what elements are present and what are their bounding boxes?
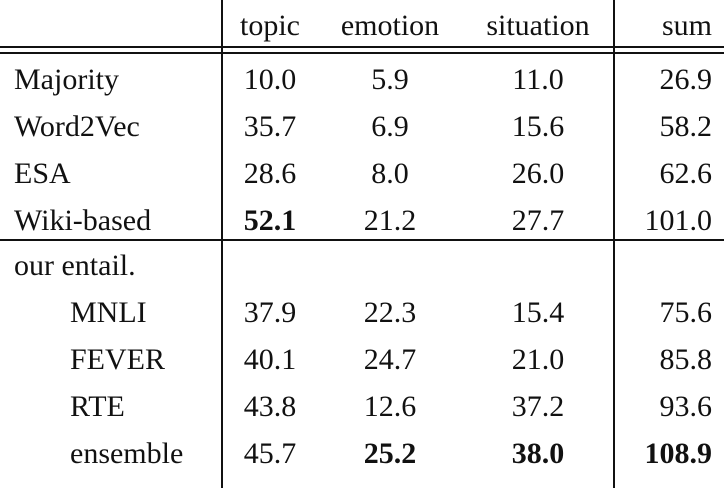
cell-value: 12.6 <box>363 390 417 423</box>
row-label: Word2Vec <box>14 110 140 143</box>
column-rule <box>221 0 223 488</box>
cell-value: 10.0 <box>243 63 297 96</box>
cell-value: 101.0 <box>644 204 713 237</box>
column-header: emotion <box>340 9 440 42</box>
group-rule <box>0 239 724 241</box>
cell-value: 93.6 <box>659 390 713 423</box>
cell-value: 52.1 <box>243 204 297 237</box>
cell-value: 38.0 <box>511 437 565 470</box>
column-rule <box>613 0 615 488</box>
cell-value: 37.9 <box>243 296 297 329</box>
cell-value: 24.7 <box>363 343 417 376</box>
cell-value: 85.8 <box>659 343 713 376</box>
cell-value: 21.0 <box>511 343 565 376</box>
row-label: ESA <box>14 157 71 190</box>
row-label: FEVER <box>70 343 166 376</box>
cell-value: 108.9 <box>644 437 713 470</box>
cell-value: 15.4 <box>511 296 565 329</box>
cell-value: 28.6 <box>243 157 297 190</box>
row-label: RTE <box>70 390 125 423</box>
column-header: topic <box>240 9 300 42</box>
cell-value: 25.2 <box>363 437 417 470</box>
cell-value: 75.6 <box>659 296 713 329</box>
cell-value: 26.0 <box>511 157 565 190</box>
cell-value: 35.7 <box>243 110 297 143</box>
cell-value: 6.9 <box>371 110 409 143</box>
cell-value: 15.6 <box>511 110 565 143</box>
row-label: MNLI <box>70 296 147 329</box>
cell-value: 8.0 <box>371 157 409 190</box>
cell-value: 26.9 <box>659 63 713 96</box>
cell-value: 40.1 <box>243 343 297 376</box>
column-header: sum <box>661 9 712 42</box>
cell-value: 37.2 <box>511 390 565 423</box>
cell-value: 62.6 <box>659 157 713 190</box>
header-rule <box>0 52 724 54</box>
row-label: Majority <box>14 63 119 96</box>
cell-value: 5.9 <box>371 63 409 96</box>
cell-value: 43.8 <box>243 390 297 423</box>
row-label: Wiki-based <box>14 204 152 237</box>
cell-value: 45.7 <box>243 437 297 470</box>
header-rule <box>0 46 724 48</box>
cell-value: 58.2 <box>659 110 713 143</box>
cell-value: 22.3 <box>363 296 417 329</box>
cell-value: 11.0 <box>512 63 564 96</box>
column-header: situation <box>486 9 590 42</box>
row-label: our entail. <box>14 249 136 282</box>
row-label: ensemble <box>70 437 184 470</box>
cell-value: 27.7 <box>511 204 565 237</box>
cell-value: 21.2 <box>363 204 417 237</box>
